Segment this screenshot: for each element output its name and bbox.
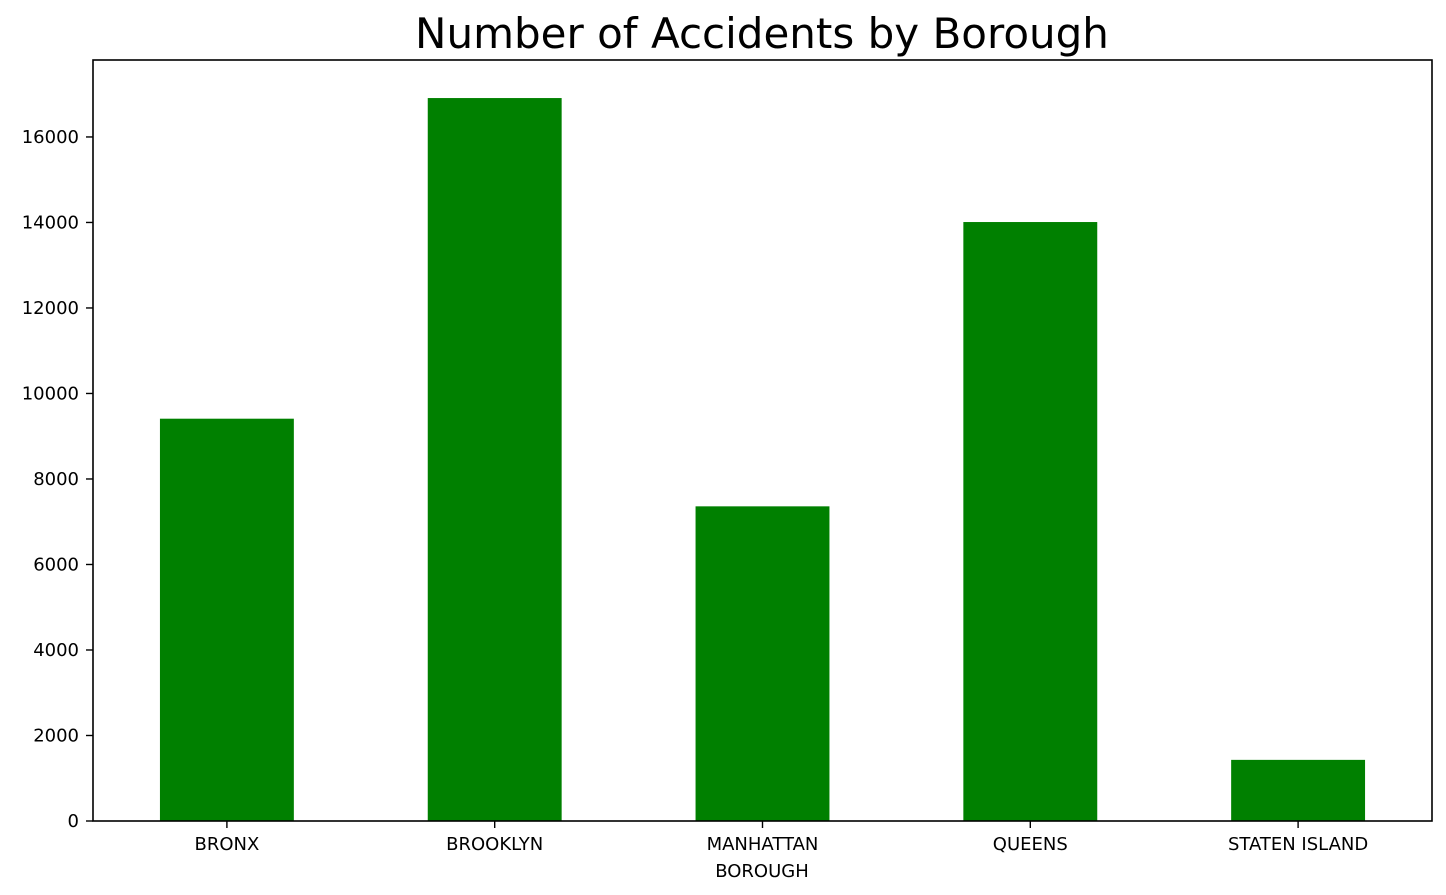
y-tick-label: 14000 (22, 212, 79, 233)
y-tick-label: 10000 (22, 383, 79, 404)
y-tick-label: 4000 (33, 640, 79, 661)
x-tick-label: BROOKLYN (446, 834, 543, 855)
x-tick-label: QUEENS (993, 834, 1068, 855)
y-tick-label: 8000 (33, 469, 79, 490)
bar-bronx (159, 418, 294, 821)
y-tick-label: 16000 (22, 127, 79, 148)
x-tick-label: BRONX (194, 834, 259, 855)
x-tick-label: MANHATTAN (707, 834, 819, 855)
bar-queens (963, 222, 1098, 821)
x-tick-label: STATEN ISLAND (1228, 834, 1368, 855)
y-tick-label: 6000 (33, 554, 79, 575)
y-tick-label: 2000 (33, 725, 79, 746)
bar-manhattan (695, 506, 830, 821)
chart-title: Number of Accidents by Borough (415, 9, 1109, 58)
x-axis: BRONX BROOKLYN MANHATTAN QUEENS STATEN ISLAN… (194, 821, 1368, 855)
y-tick-label: 12000 (22, 298, 79, 319)
x-axis-label: BOROUGH (715, 861, 809, 882)
y-axis: 0 2000 4000 6000 8000 10000 12000 14000 16000 (22, 127, 93, 832)
y-tick-label: 0 (68, 811, 79, 832)
bar-staten-island (1231, 759, 1366, 821)
bar-brooklyn (427, 98, 562, 822)
bars-layer (159, 98, 1366, 822)
